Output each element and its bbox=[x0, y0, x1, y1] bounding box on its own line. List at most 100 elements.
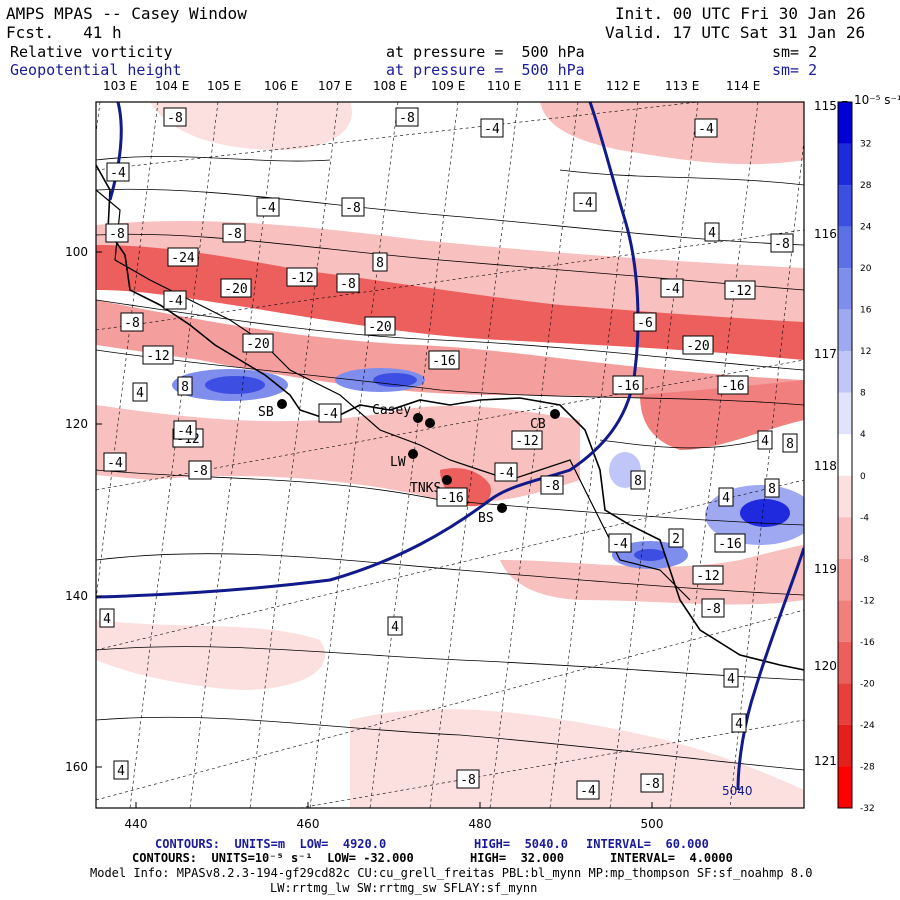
contour-label: 8 bbox=[634, 474, 642, 489]
contour-label: -20 bbox=[224, 282, 247, 297]
contour-label-box bbox=[612, 375, 644, 395]
contour-label-box bbox=[105, 223, 129, 243]
station-label-casey: Casey bbox=[372, 403, 411, 418]
contour-label-box bbox=[456, 769, 480, 789]
contour-label-box bbox=[608, 533, 632, 553]
colorbar-swatch bbox=[838, 766, 852, 808]
contour-label-box bbox=[220, 278, 252, 298]
coastline bbox=[96, 164, 804, 671]
station-label-lw: LW bbox=[390, 455, 406, 470]
contour-label: -6 bbox=[637, 316, 653, 331]
contour-label-box bbox=[723, 668, 739, 688]
y-tick: 140 bbox=[65, 589, 88, 603]
contour-label-box bbox=[188, 460, 212, 480]
contour-label: -8 bbox=[109, 227, 125, 242]
lon-label: 114 E bbox=[726, 79, 760, 93]
contour-label: -8 bbox=[644, 777, 660, 792]
colorbar-tick-label: -32 bbox=[860, 804, 875, 814]
coastline-inner bbox=[96, 189, 691, 601]
contour-label: -8 bbox=[460, 773, 476, 788]
contour-label-box bbox=[633, 312, 657, 332]
contour-label: -8 bbox=[167, 111, 183, 126]
contour-label: -4 bbox=[698, 122, 714, 137]
colorbar-tick-label: -8 bbox=[860, 555, 869, 565]
contour-label: -4 bbox=[322, 407, 338, 422]
contour-label-box bbox=[142, 345, 174, 365]
contour-label: 4 bbox=[722, 491, 730, 506]
pressure-level-2: at pressure = 500 hPa bbox=[386, 61, 585, 79]
field-vorticity-label: Relative vorticity bbox=[10, 43, 173, 61]
contour-label-box bbox=[573, 192, 597, 212]
contour-label-box bbox=[480, 118, 504, 138]
colorbar-swatch bbox=[838, 475, 852, 518]
colorbar-tick-label: 0 bbox=[860, 472, 866, 482]
vorticity-shade-positive-1-core bbox=[205, 376, 265, 394]
contour-label-box bbox=[682, 335, 714, 355]
y-axis-ticks: 100 120 140 160 bbox=[65, 245, 88, 774]
contour-label-box bbox=[701, 598, 725, 618]
colorbar-swatch bbox=[838, 434, 852, 476]
contour-label: 8 bbox=[376, 256, 384, 271]
vorticity-shade-positive-4-core bbox=[634, 549, 666, 561]
lon-label: 112 E bbox=[606, 79, 640, 93]
station-dot-bs bbox=[497, 503, 507, 513]
colorbar-tick-label: 8 bbox=[860, 389, 866, 399]
contour-label-box bbox=[163, 290, 187, 310]
colorbar-tick-label: -16 bbox=[860, 638, 875, 648]
contour-label-box bbox=[106, 162, 130, 182]
contour-label: -8 bbox=[705, 602, 721, 617]
contour-label: -4 bbox=[177, 424, 193, 439]
colorbar-swatch bbox=[838, 102, 852, 144]
field-height-label: Geopotential height bbox=[10, 61, 182, 79]
contour-label: -8 bbox=[192, 464, 208, 479]
contour-label: -8 bbox=[774, 237, 790, 252]
footer-model-info-2: LW:rrtmg_lw SW:rrtmg_sw SFLAY:sf_mynn bbox=[270, 881, 538, 895]
contour-label: -16 bbox=[440, 491, 463, 506]
contour-label: -16 bbox=[721, 379, 744, 394]
contour-label-box bbox=[222, 223, 246, 243]
lon-label: 108 E bbox=[373, 79, 407, 93]
contour-label: -12 bbox=[146, 349, 169, 364]
pressure-level-1: at pressure = 500 hPa bbox=[386, 43, 585, 61]
x-tick: 440 bbox=[125, 817, 148, 831]
contour-label-box bbox=[286, 267, 318, 287]
contour-label-box bbox=[731, 713, 747, 733]
lon-label: 113 E bbox=[665, 79, 699, 93]
footer-height-interval: INTERVAL= 60.000 bbox=[586, 837, 709, 851]
footer-height-contours: CONTOURS: UNITS=m LOW= 4920.0 bbox=[155, 837, 387, 851]
contour-label-box bbox=[428, 350, 460, 370]
colorbar-swatch bbox=[838, 309, 852, 352]
station-dot-casey-2 bbox=[425, 418, 435, 428]
contour-label: -8 bbox=[544, 479, 560, 494]
contour-label: 8 bbox=[768, 482, 776, 497]
contour-label-box bbox=[163, 107, 187, 127]
colorbar-tick-label: -24 bbox=[860, 721, 875, 731]
contour-label-box bbox=[764, 478, 780, 498]
colorbar-tick-label: 4 bbox=[860, 430, 866, 440]
contour-label-box bbox=[718, 487, 734, 507]
colorbar-swatch bbox=[838, 392, 852, 435]
colorbar-tick-label: -12 bbox=[860, 596, 875, 606]
contour-label-box bbox=[103, 452, 127, 472]
colorbar-swatch bbox=[838, 185, 852, 227]
footer-vort-high: HIGH= 32.000 bbox=[470, 851, 564, 865]
contour-label: -4 bbox=[580, 784, 596, 799]
station-label-sb: SB bbox=[258, 405, 274, 420]
contour-label-box bbox=[757, 430, 773, 450]
station-dot-tnks bbox=[442, 475, 452, 485]
contour-label: -4 bbox=[107, 456, 123, 471]
contour-label: 4 bbox=[727, 672, 735, 687]
x-axis-ticks: 440 460 480 500 bbox=[125, 817, 664, 831]
colorbar-swatch bbox=[838, 558, 852, 601]
y-tick: 160 bbox=[65, 760, 88, 774]
smoothing-1: sm= 2 bbox=[772, 43, 818, 61]
x-tick: 480 bbox=[469, 817, 492, 831]
colorbar-swatch bbox=[838, 351, 852, 393]
top-longitude-labels: 103 E 104 E 105 E 106 E 107 E 108 E 109 … bbox=[103, 79, 760, 93]
contour-label: 8 bbox=[181, 380, 189, 395]
colorbar-tick-label: -4 bbox=[860, 513, 869, 523]
colorbar: 32 28 24 20 16 12 8 4 0 -4 -8 -12 -16 -20 -24 -28 -32 bbox=[837, 101, 875, 814]
contour-label: -4 bbox=[110, 166, 126, 181]
colorbar-tick-label: -28 bbox=[860, 762, 875, 772]
